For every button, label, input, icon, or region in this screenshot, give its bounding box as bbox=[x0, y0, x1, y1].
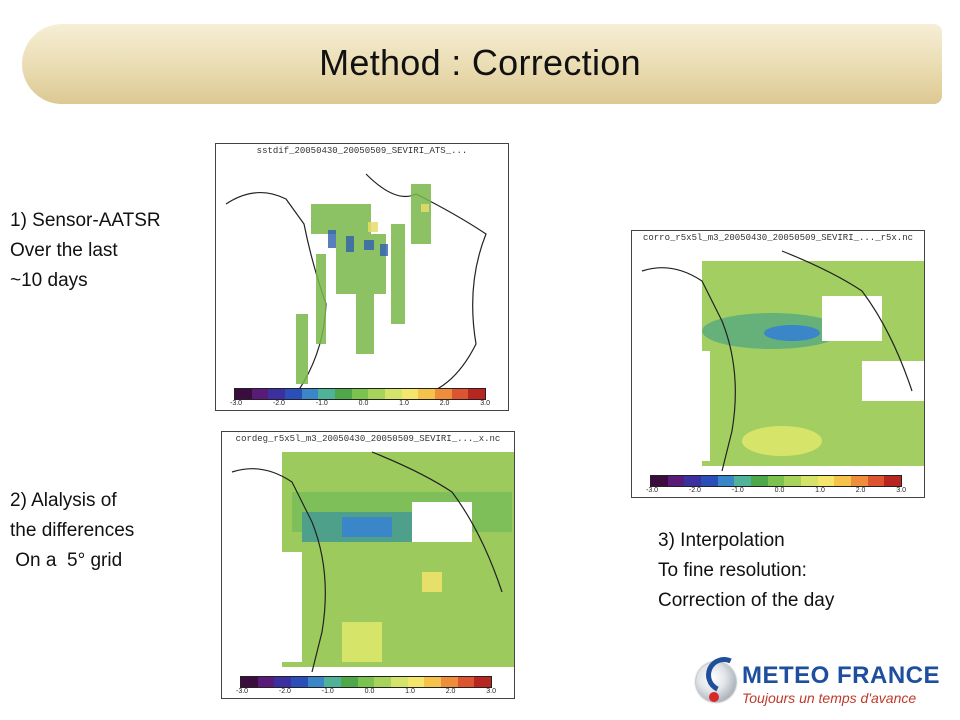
colorbar-swatch bbox=[651, 476, 668, 486]
colorbar-swatch bbox=[451, 389, 469, 399]
colorbar-swatch bbox=[285, 389, 302, 399]
colorbar-swatch bbox=[307, 677, 325, 687]
slide-title: Method : Correction bbox=[319, 42, 641, 83]
colorbar-tick-label: 0.0 bbox=[358, 400, 369, 407]
colorbar-swatch bbox=[385, 389, 402, 399]
interp-map-title: corro_r5x5l_m3_20050430_20050509_SEVIRI_… bbox=[642, 233, 914, 243]
colorbar-swatch bbox=[424, 677, 442, 687]
colorbar-swatch bbox=[717, 476, 735, 486]
colorbar-swatch bbox=[418, 389, 436, 399]
colorbar-swatch bbox=[301, 389, 319, 399]
map-panel-aatsr: sstdif_20050430_20050509_SEVIRI_ATS_... … bbox=[215, 143, 509, 411]
logo-dot-icon bbox=[709, 692, 719, 702]
colorbar-tick-label: 2.0 bbox=[855, 487, 866, 494]
colorbar-swatch bbox=[834, 476, 852, 486]
colorbar-swatch bbox=[351, 389, 369, 399]
colorbar-interp bbox=[650, 475, 902, 487]
colorbar-swatch bbox=[801, 476, 818, 486]
colorbar-swatch bbox=[324, 677, 342, 687]
title-band bbox=[22, 24, 942, 104]
colorbar-swatch bbox=[241, 677, 258, 687]
colorbar-swatch bbox=[357, 677, 375, 687]
colorbar-tick-label: -3.0 bbox=[230, 400, 243, 407]
colorbar-swatch bbox=[274, 677, 292, 687]
grid5-map bbox=[222, 451, 514, 673]
colorbar-swatch bbox=[667, 476, 685, 486]
colorbar-swatch bbox=[884, 476, 902, 486]
colorbar-swatch bbox=[817, 476, 835, 486]
colorbar-tick-label: -3.0 bbox=[646, 487, 659, 494]
colorbar-swatch bbox=[291, 677, 308, 687]
colorbar-swatch bbox=[341, 677, 358, 687]
colorbar-swatch bbox=[435, 389, 452, 399]
colorbar-swatch bbox=[391, 677, 408, 687]
grid5-map-title: cordeg_r5x5l_m3_20050430_20050509_SEVIRI… bbox=[235, 434, 501, 444]
caption-step1: 1) Sensor-AATSR Over the last ~10 days bbox=[10, 210, 161, 291]
colorbar-tick-label: -1.0 bbox=[321, 688, 334, 695]
colorbar-grid5 bbox=[240, 676, 492, 688]
colorbar-ticks-aatsr: -3.0 -2.0 -1.0 0.0 1.0 2.0 3.0 bbox=[230, 400, 490, 410]
colorbar-tick-label: -3.0 bbox=[236, 688, 249, 695]
colorbar-swatch bbox=[784, 476, 802, 486]
colorbar-swatch bbox=[867, 476, 885, 486]
colorbar-swatch bbox=[401, 389, 419, 399]
colorbar-swatch bbox=[701, 476, 718, 486]
colorbar-swatch bbox=[268, 389, 286, 399]
colorbar-tick-label: -2.0 bbox=[688, 487, 701, 494]
colorbar-tick-label: 2.0 bbox=[439, 400, 450, 407]
colorbar-tick-label: -1.0 bbox=[731, 487, 744, 494]
map-panel-grid5: cordeg_r5x5l_m3_20050430_20050509_SEVIRI… bbox=[221, 431, 515, 699]
colorbar-tick-label: 1.0 bbox=[405, 688, 415, 695]
colorbar-ticks-grid5: -3.0 -2.0 -1.0 0.0 1.0 2.0 3.0 bbox=[236, 688, 496, 698]
colorbar-swatch bbox=[734, 476, 752, 486]
colorbar-aatsr bbox=[234, 388, 486, 400]
colorbar-swatch bbox=[368, 389, 386, 399]
colorbar-swatch bbox=[474, 677, 492, 687]
colorbar-swatch bbox=[335, 389, 352, 399]
interp-map bbox=[632, 250, 924, 472]
colorbar-swatch bbox=[767, 476, 785, 486]
colorbar-swatch bbox=[235, 389, 252, 399]
colorbar-swatch bbox=[257, 677, 275, 687]
aatsr-map bbox=[225, 173, 487, 395]
colorbar-tick-label: 3.0 bbox=[896, 487, 906, 494]
colorbar-swatch bbox=[457, 677, 475, 687]
colorbar-ticks-interp: -3.0 -2.0 -1.0 0.0 1.0 2.0 3.0 bbox=[646, 487, 906, 497]
colorbar-swatch bbox=[318, 389, 336, 399]
aatsr-map-title: sstdif_20050430_20050509_SEVIRI_ATS_... bbox=[256, 146, 468, 156]
colorbar-tick-label: -2.0 bbox=[278, 688, 291, 695]
colorbar-swatch bbox=[374, 677, 392, 687]
colorbar-tick-label: 3.0 bbox=[486, 688, 496, 695]
caption-step2: 2) Alalysis of the differences On a 5° g… bbox=[10, 490, 135, 571]
colorbar-tick-label: -1.0 bbox=[315, 400, 328, 407]
colorbar-tick-label: 3.0 bbox=[480, 400, 490, 407]
logo-name: METEO FRANCE bbox=[742, 662, 940, 689]
map-panel-interp: corro_r5x5l_m3_20050430_20050509_SEVIRI_… bbox=[631, 230, 925, 498]
colorbar-swatch bbox=[468, 389, 486, 399]
caption-step3: 3) Interpolation To fine resolution: Cor… bbox=[658, 530, 835, 611]
logo-tagline: Toujours un temps d'avance bbox=[742, 690, 917, 706]
colorbar-swatch bbox=[751, 476, 768, 486]
colorbar-tick-label: 1.0 bbox=[399, 400, 409, 407]
colorbar-tick-label: 1.0 bbox=[815, 487, 825, 494]
colorbar-swatch bbox=[684, 476, 702, 486]
colorbar-swatch bbox=[407, 677, 425, 687]
colorbar-tick-label: 0.0 bbox=[774, 487, 785, 494]
colorbar-tick-label: -2.0 bbox=[272, 400, 285, 407]
meteo-france-logo: METEO FRANCE Toujours un temps d'avance bbox=[688, 651, 958, 718]
colorbar-tick-label: 0.0 bbox=[364, 688, 375, 695]
colorbar-swatch bbox=[251, 389, 269, 399]
colorbar-swatch bbox=[441, 677, 458, 687]
colorbar-tick-label: 2.0 bbox=[445, 688, 456, 695]
colorbar-swatch bbox=[851, 476, 868, 486]
